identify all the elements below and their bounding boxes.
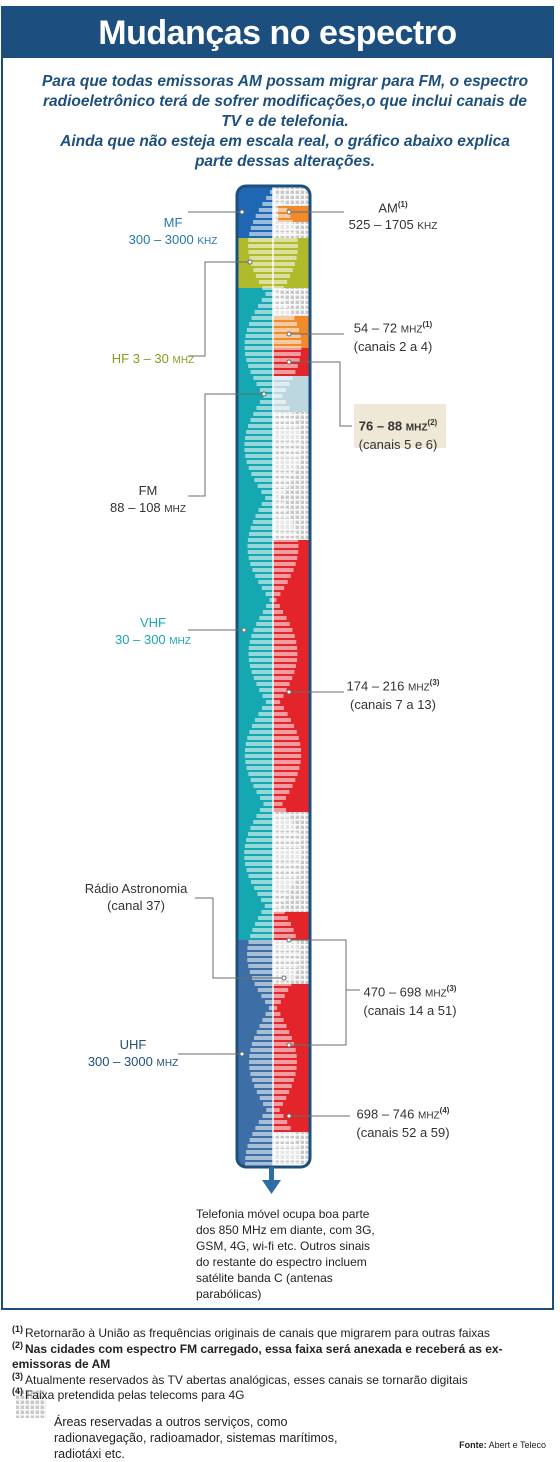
label-fm: FM 88 – 108 MHZ (110, 483, 186, 515)
footnote-1: (1) Retornarão à União as frequências ori… (12, 1324, 490, 1340)
footnote-2: (2) Nas cidades com espectro FM carregado… (12, 1340, 503, 1371)
label-mf-range: 300 – 3000 KHZ (128, 232, 218, 247)
intro-text: Para que todas emissoras AM possam migra… (40, 72, 530, 172)
label-uhf: UHF 300 – 3000 MHZ (87, 1037, 179, 1069)
intro-line: Ainda que não esteja em escala real, o g… (60, 133, 510, 150)
label-am: AM(1) 525 – 1705 KHZ (348, 200, 438, 233)
legend-swatch (16, 1390, 46, 1418)
label-tv-2-4: 54 – 72 MHZ(1) (canais 2 a 4) (353, 320, 433, 355)
label-mf: MF 300 – 3000 KHZ (118, 214, 228, 250)
label-hf: HF 3 – 30 MHZ (111, 351, 195, 366)
diagram-frame: Mudanças no espectro (1, 6, 554, 1310)
arrow-down-icon (262, 1180, 281, 1194)
source-credit: Fonte: Abert e Teleco (459, 1440, 546, 1450)
leader-lines (178, 211, 360, 1117)
leader-dots (239, 209, 292, 1119)
label-tv-7-13: 174 – 216 MHZ(3) (canais 7 a 13) (346, 678, 440, 713)
label-vhf: VHF 30 – 300 MHZ (115, 615, 191, 647)
intro-line: radioeletrônico terá de sofrer modificaç… (42, 93, 528, 130)
legend-text: Áreas reservadas a outros serviços, como… (54, 1415, 338, 1461)
label-tv-52-59: 698 – 746 MHZ(4) (canais 52 a 59) (356, 1106, 450, 1141)
intro-line: Para que todas emissoras AM possam migra… (41, 73, 529, 90)
page-title: Mudanças no espectro (3, 8, 552, 58)
label-radio-astronomy: Rádio Astronomia (canal 37) (84, 881, 188, 913)
label-tv-5-6: 76 – 88 MHZ(2) (canais 5 e 6) (358, 418, 438, 453)
label-mf-name: MF (163, 215, 183, 230)
footnote-4: (4) Faixa pretendida pelas telecoms para … (12, 1386, 245, 1402)
intro-line: parte dessas alterações. (194, 153, 376, 170)
arrow-shaft (269, 1167, 274, 1181)
label-tv-14-51: 470 – 698 MHZ(3) (canais 14 a 51) (363, 984, 457, 1019)
highlight-box-76-88 (354, 404, 446, 448)
spectrum-bar (237, 186, 310, 1167)
mobile-telephony-note: Telefonia móvel ocupa boa parte dos 850 … (196, 1207, 375, 1301)
footnote-3: (3) Atualmente reservados às TV abertas a… (12, 1371, 468, 1387)
